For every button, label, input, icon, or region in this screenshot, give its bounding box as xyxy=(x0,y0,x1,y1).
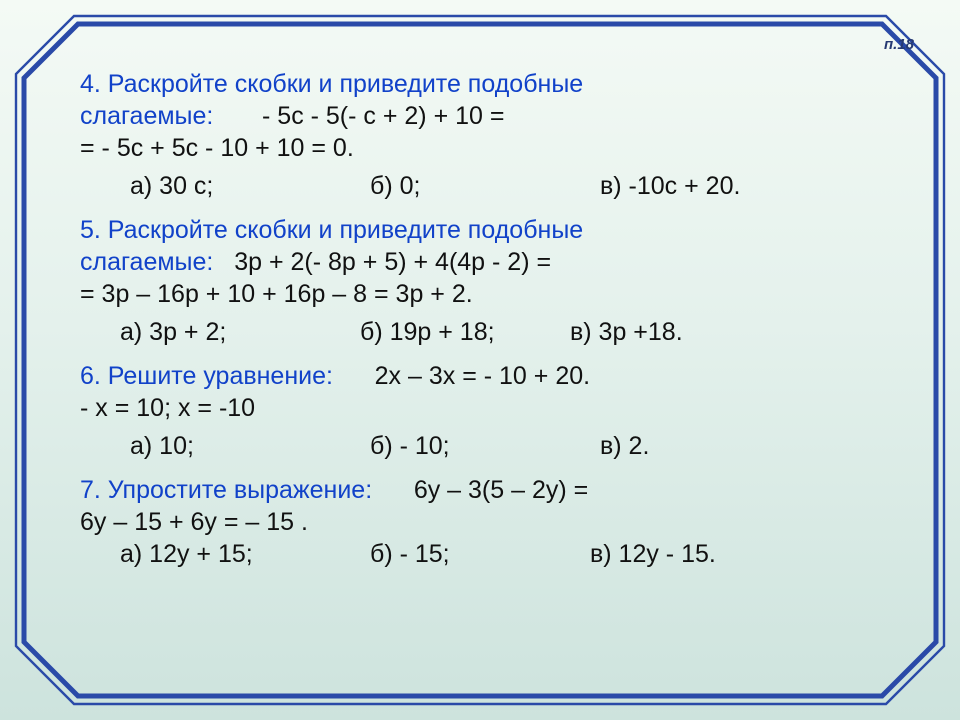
question-6: 6. Решите уравнение: 2х – 3х = - 10 + 20… xyxy=(80,360,892,464)
q7-answer-a: а) 12у + 15; xyxy=(120,538,253,570)
q4-answer-a: а) 30 с; xyxy=(130,170,213,202)
page-label: п.18 xyxy=(884,36,914,53)
q5-working: = 3р – 16р + 10 + 16р – 8 = 3р + 2. xyxy=(80,278,892,310)
q4-working: = - 5с + 5с - 10 + 10 = 0. xyxy=(80,132,892,164)
q7-answer-v: в) 12у - 15. xyxy=(590,538,716,570)
q4-expression xyxy=(220,102,262,130)
q6-expression: 2х – 3х = - 10 + 20. xyxy=(375,362,590,390)
q6-working: - х = 10; х = -10 xyxy=(80,392,892,424)
q4-prompt-line1: 4. Раскройте скобки и приведите подобные xyxy=(80,70,583,98)
question-7: 7. Упростите выражение: 6у – 3(5 – 2у) =… xyxy=(80,474,892,572)
q6-answer-a: а) 10; xyxy=(130,430,194,462)
q4-answer-v: в) -10с + 20. xyxy=(600,170,740,202)
q6-answer-v: в) 2. xyxy=(600,430,649,462)
q7-working: 6у – 15 + 6у = – 15 . xyxy=(80,506,892,538)
q7-expression: 6у – 3(5 – 2у) = xyxy=(414,476,588,504)
q6-answer-b: б) - 10; xyxy=(370,430,450,462)
q6-prompt: 6. Решите уравнение: xyxy=(80,362,333,390)
q4-answer-b: б) 0; xyxy=(370,170,420,202)
slide-content: 4. Раскройте скобки и приведите подобные… xyxy=(80,68,892,680)
q5-answers: а) 3р + 2; б) 19р + 18; в) 3р +18. xyxy=(80,316,892,350)
q5-prompt-line2: слагаемые: xyxy=(80,248,213,276)
question-4: 4. Раскройте скобки и приведите подобные… xyxy=(80,68,892,204)
q6-answers: а) 10; б) - 10; в) 2. xyxy=(80,430,892,464)
q7-answers: а) 12у + 15; б) - 15; в) 12у - 15. xyxy=(80,538,892,572)
q5-answer-a: а) 3р + 2; xyxy=(120,316,226,348)
q4-prompt-line2: слагаемые: xyxy=(80,102,213,130)
q5-answer-b: б) 19р + 18; xyxy=(360,316,495,348)
q7-answer-b: б) - 15; xyxy=(370,538,450,570)
q4-answers: а) 30 с; б) 0; в) -10с + 20. xyxy=(80,170,892,204)
q7-prompt: 7. Упростите выражение: xyxy=(80,476,372,504)
q5-prompt-line1: 5. Раскройте скобки и приведите подобные xyxy=(80,216,583,244)
question-5: 5. Раскройте скобки и приведите подобные… xyxy=(80,214,892,350)
q5-expression: 3р + 2(- 8р + 5) + 4(4р - 2) = xyxy=(234,248,551,276)
q5-answer-v: в) 3р +18. xyxy=(570,316,683,348)
